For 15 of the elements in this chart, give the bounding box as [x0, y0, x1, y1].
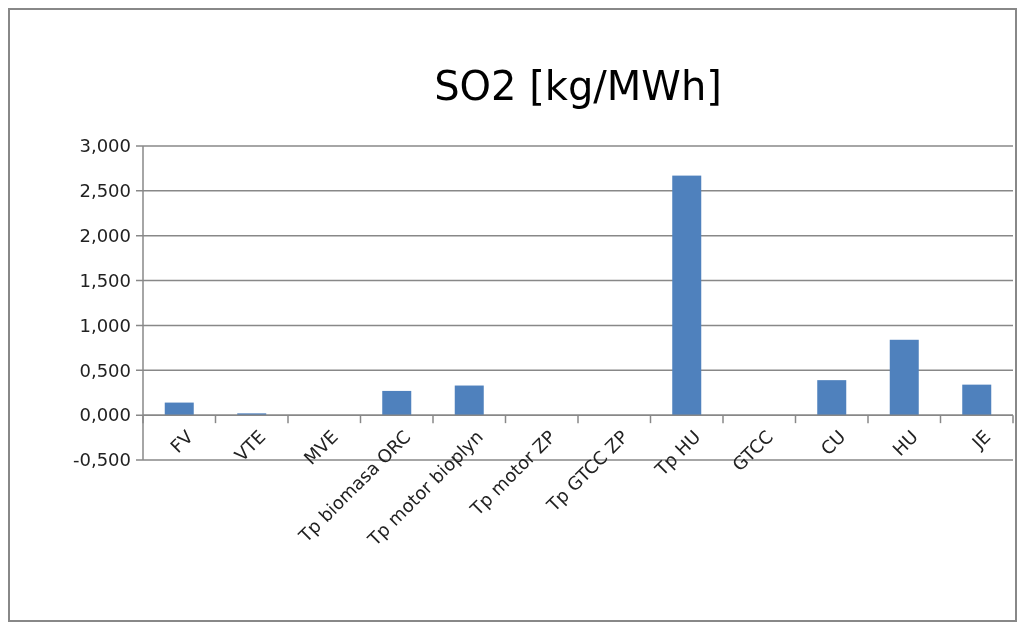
chart-title: SO2 [kg/MWh] [434, 63, 722, 109]
x-tick-label: HU [888, 426, 922, 460]
y-tick-label: 2,500 [79, 180, 131, 202]
y-tick-label: -0,500 [72, 449, 131, 471]
y-tick-label: 0,500 [79, 359, 131, 381]
x-tick-label: Tp HU [650, 426, 705, 481]
y-tick-label: 2,000 [79, 225, 131, 247]
y-tick-label: 0,000 [79, 404, 131, 426]
x-tick-label: CU [816, 426, 850, 460]
x-tick-label: FV [166, 425, 198, 457]
x-tick-label: JE [967, 426, 995, 454]
y-tick-label: 3,000 [79, 135, 131, 157]
y-tick-label: 1,500 [79, 269, 131, 291]
y-tick-label: 1,000 [79, 314, 131, 336]
x-tick-label: VTE [230, 426, 270, 466]
